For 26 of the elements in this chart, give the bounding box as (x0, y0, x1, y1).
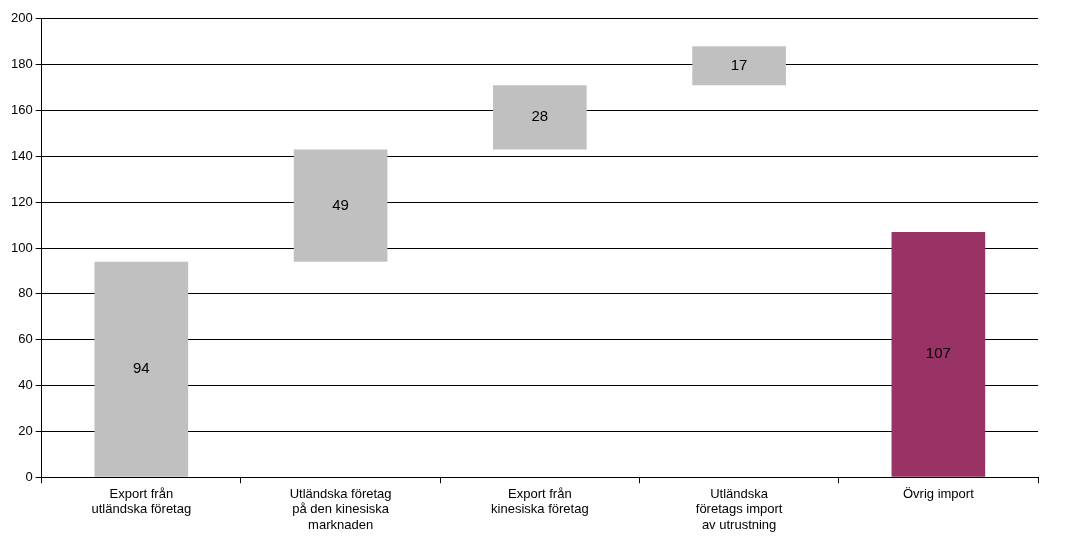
y-tick-label: 60 (18, 331, 33, 347)
data-label: 17 (730, 55, 748, 73)
data-label: 28 (531, 107, 549, 125)
x-tick-label: Utländska företag på den kinesiska marknaden (289, 485, 392, 532)
x-tick-label: Övrig import (902, 485, 975, 501)
bar (692, 46, 786, 86)
y-tick-label: 100 (10, 239, 33, 255)
data-label: 49 (332, 195, 349, 213)
y-tick-label: 200 (10, 10, 33, 26)
bar (94, 261, 189, 477)
x-tick-label: Utländska företags import av utrustning (695, 485, 783, 532)
data-label: 107 (925, 344, 951, 362)
y-tick-label: 140 (10, 147, 33, 163)
bar (293, 149, 388, 262)
y-tick-label: 40 (18, 377, 33, 393)
bar (493, 85, 587, 150)
y-tick-label: 20 (18, 422, 33, 438)
y-tick-label: 160 (10, 102, 33, 118)
y-tick-label: 120 (10, 193, 33, 209)
data-label: 94 (132, 359, 150, 377)
y-tick-label: 0 (25, 468, 33, 484)
x-tick-label: Export från kinesiska företag (491, 485, 589, 517)
y-tick-label: 180 (10, 56, 33, 72)
y-tick-label: 80 (18, 285, 33, 301)
x-tick-label: Export från utländska företag (91, 485, 192, 517)
bar (891, 231, 986, 477)
